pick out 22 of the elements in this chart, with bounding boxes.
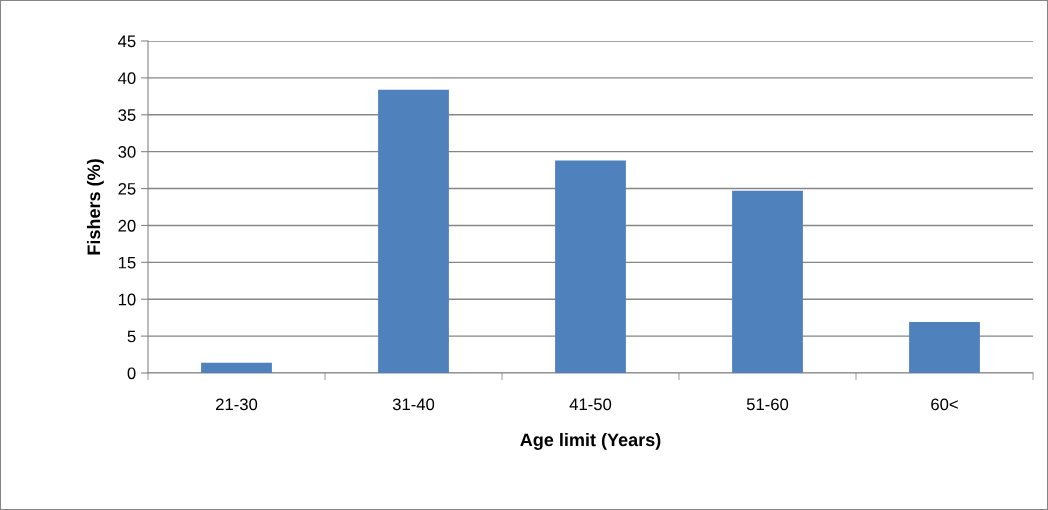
y-tick-label: 30 [118,146,136,158]
bar [555,160,626,373]
y-axis-title: Fishers (%) [86,159,104,255]
x-tick-label: 31-40 [392,398,435,411]
y-tick-label: 15 [118,256,136,269]
x-tick-label: 51-60 [746,398,789,411]
bar [201,362,272,373]
y-tick-label: 40 [118,72,136,85]
y-tick-label: 25 [118,182,136,195]
x-tick-label: 60< [931,398,958,411]
x-tick-label: 41-50 [569,398,612,411]
y-tick-label: 45 [118,35,136,48]
y-tick-label: 5 [127,330,136,343]
y-tick-label: 20 [118,219,136,232]
x-axis-title: Age limit (Years) [520,432,661,450]
bar [909,322,980,373]
y-tick-label: 0 [127,367,136,380]
bar [732,190,803,373]
y-tick-label: 35 [118,109,136,121]
x-tick-label: 21-30 [216,398,258,411]
bar [378,89,449,373]
y-tick-label: 10 [118,293,136,306]
